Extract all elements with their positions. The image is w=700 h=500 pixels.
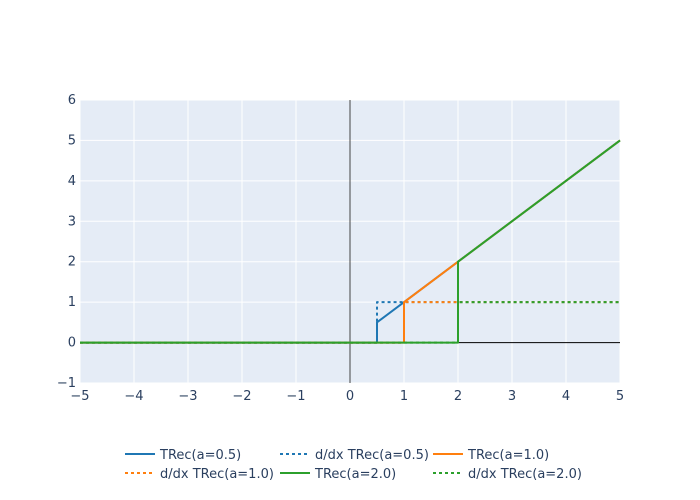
legend-label: d/dx TRec(a=1.0) [160, 467, 274, 482]
y-tick-label: 0 [68, 336, 76, 351]
y-tick-label: 1 [68, 295, 76, 310]
y-tick-label: 4 [68, 174, 76, 189]
y-tick-label: 3 [68, 214, 76, 229]
x-tick-label: −5 [70, 389, 89, 404]
legend-label: TRec(a=1.0) [467, 448, 549, 463]
x-tick-label: 3 [508, 389, 516, 404]
x-tick-label: −2 [232, 389, 251, 404]
legend-item[interactable]: TRec(a=2.0) [280, 467, 396, 482]
x-tick-label: 0 [346, 389, 354, 404]
legend-item[interactable]: d/dx TRec(a=2.0) [433, 467, 582, 482]
x-tick-label: 2 [454, 389, 462, 404]
series-line [80, 301, 620, 344]
x-tick-label: 4 [562, 389, 570, 404]
tick-labels: −5 −4 −3 −2 −1 0 1 2 3 4 5 −1 0 1 2 3 4 5 6 [57, 93, 624, 404]
y-tick-label: 5 [68, 133, 76, 148]
series-layer [80, 139, 621, 344]
y-tick-label: 6 [68, 93, 76, 108]
y-tick-label: 2 [68, 255, 76, 270]
legend-label: d/dx TRec(a=2.0) [468, 467, 582, 482]
legend-label: TRec(a=0.5) [159, 448, 241, 463]
x-tick-label: −4 [124, 389, 143, 404]
legend[interactable]: TRec(a=0.5) d/dx TRec(a=0.5) TRec(a=1.0) d/… [125, 448, 582, 482]
legend-item[interactable]: TRec(a=1.0) [433, 448, 549, 463]
legend-label: TRec(a=2.0) [314, 467, 396, 482]
legend-item[interactable]: d/dx TRec(a=1.0) [125, 467, 274, 482]
x-tick-label: −1 [286, 389, 305, 404]
y-tick-label: −1 [57, 376, 76, 391]
legend-item[interactable]: d/dx TRec(a=0.5) [280, 448, 429, 463]
legend-label: d/dx TRec(a=0.5) [315, 448, 429, 463]
x-tick-label: 5 [616, 389, 624, 404]
x-tick-label: −3 [178, 389, 197, 404]
x-tick-label: 1 [400, 389, 408, 404]
legend-item[interactable]: TRec(a=0.5) [125, 448, 241, 463]
